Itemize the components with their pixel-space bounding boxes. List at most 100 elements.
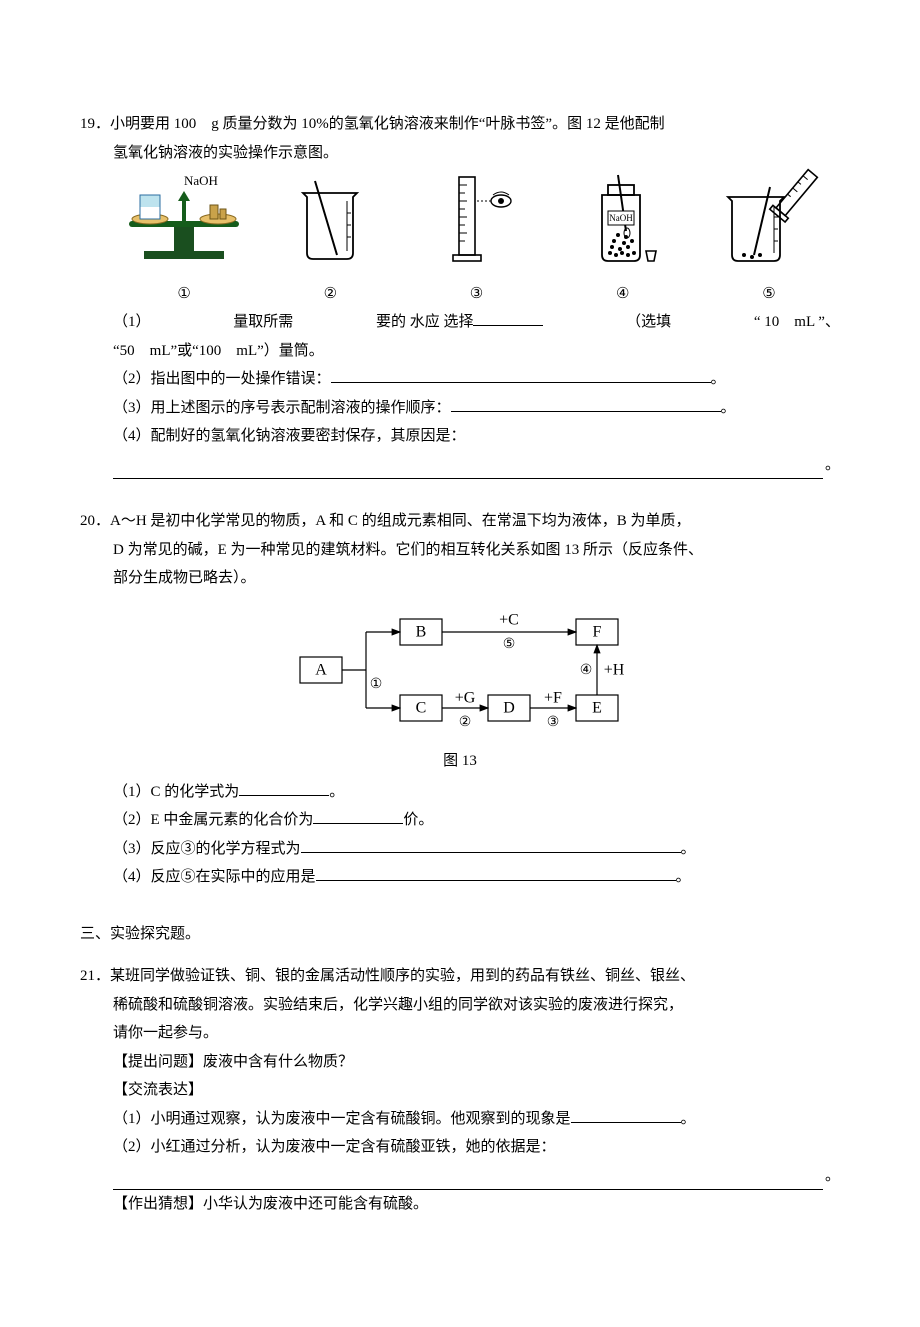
q20-stem-line2: D 为常见的碱，E 为一种常见的建筑材料。它们的相互转化关系如图 13 所示（反…	[80, 536, 840, 565]
edge-plusH: +H	[604, 661, 625, 678]
q21-p1a: （1）小明通过观察，认为废液中一定含有硫酸铜。他观察到的现象是	[113, 1111, 571, 1127]
figure-13-caption: 图 13	[80, 747, 840, 776]
edge-label-1: ①	[370, 677, 383, 692]
edge-plusG: +G	[455, 689, 476, 706]
q20-p2: （2）E 中金属元素的化合价为 价。	[80, 806, 840, 835]
q20-stem-line1: 20．A～H 是初中化学常见的物质，A 和 C 的组成元素相同、在常温下均为液体…	[80, 507, 840, 536]
edge-plusC: +C	[499, 611, 519, 628]
q19-p1-line1: （1） 量取所需 要的 水应 选择 （选填 “ 10 mL ”、	[80, 308, 840, 337]
q19-p1-blank	[473, 310, 543, 326]
q19-p3-end: 。	[721, 400, 736, 416]
edge-plusF: +F	[544, 689, 562, 706]
fig12-item-2: ②	[259, 167, 401, 308]
naoh-bottle-label: NaOH	[609, 213, 633, 223]
q19-stem-line2: 氢氧化钠溶液的实验操作示意图。	[80, 139, 840, 168]
node-D: D	[503, 699, 515, 716]
q19-p3a: （3）用上述图示的序号表示配制溶液的操作顺序：	[113, 400, 451, 416]
node-E: E	[592, 699, 602, 716]
q20-p4a: （4）反应⑤在实际中的应用是	[113, 869, 316, 885]
q21-stem-line2: 稀硫酸和硫酸铜溶液。实验结束后，化学兴趣小组的同学欲对该实验的废液进行探究，	[80, 991, 840, 1020]
q21-p1-blank	[571, 1107, 681, 1123]
q19-p1d: （选填	[626, 308, 671, 337]
q21-bracket-question: 【提出问题】废液中含有什么物质？	[80, 1048, 840, 1077]
figure-12-row: NaOH ①	[113, 167, 840, 308]
q20-p3-end: 。	[681, 841, 696, 857]
q20-p3-blank	[301, 837, 681, 853]
q21-stem-line1: 21．某班同学做验证铁、铜、银的金属活动性顺序的实验，用到的药品有铁丝、铜丝、银…	[80, 962, 840, 991]
edge-label-5: ⑤	[503, 637, 516, 652]
q21-stem-line3: 请你一起参与。	[80, 1019, 840, 1048]
node-C: C	[416, 699, 427, 716]
q20-p2-blank	[313, 808, 403, 824]
q20-p4-end: 。	[676, 869, 691, 885]
q21-p2-end: 。	[825, 1162, 840, 1191]
q20-number: 20．	[80, 513, 110, 529]
fig12-label-4: ④	[552, 280, 694, 309]
balance-icon: NaOH	[114, 167, 254, 267]
question-19: 19．小明要用 100 g 质量分数为 10%的氢氧化钠溶液来制作“叶脉书签”。…	[80, 110, 840, 479]
edge-label-4: ④	[580, 663, 593, 678]
q21-p2: （2）小红通过分析，认为废液中一定含有硫酸亚铁，她的依据是：	[80, 1133, 840, 1162]
fig12-label-1: ①	[113, 280, 255, 309]
q19-p2-blank	[331, 367, 711, 383]
fig12-item-1: NaOH ①	[113, 167, 255, 308]
q20-p4-blank	[316, 865, 676, 881]
fig12-label-5: ⑤	[698, 280, 840, 309]
fig12-label-3: ③	[405, 280, 547, 309]
q19-p2a: （2）指出图中的一处操作错误：	[113, 371, 331, 387]
q21-p2-blankline: 。	[80, 1162, 840, 1191]
q20-p2a: （2）E 中金属元素的化合价为	[113, 812, 313, 828]
q21-p2-blank	[113, 1168, 823, 1190]
node-B: B	[416, 623, 427, 640]
beaker-stir-icon	[285, 167, 375, 267]
q20-p1: （1）C 的化学式为 。	[80, 778, 840, 807]
fig12-item-3: ③	[405, 167, 547, 308]
question-21: 21．某班同学做验证铁、铜、银的金属活动性顺序的实验，用到的药品有铁丝、铜丝、银…	[80, 962, 840, 1219]
q21-p1: （1）小明通过观察，认为废液中一定含有硫酸铜。他观察到的现象是 。	[80, 1105, 840, 1134]
q20-stem-line3: 部分生成物已略去）。	[80, 564, 840, 593]
reagent-bottle-icon: NaOH	[578, 167, 668, 267]
q19-p1-line2: “50 mL”或“100 mL”）量筒。	[80, 337, 840, 366]
q19-p4: （4）配制好的氢氧化钠溶液要密封保存，其原因是：	[80, 422, 840, 451]
q20-p1a: （1）C 的化学式为	[113, 784, 239, 800]
q19-p1a: （1）	[113, 308, 151, 337]
q19-p3: （3）用上述图示的序号表示配制溶液的操作顺序： 。	[80, 394, 840, 423]
q19-p1c: 要的 水应 选择	[376, 314, 474, 330]
q19-number: 19．	[80, 116, 110, 132]
section-3-title: 三、实验探究题。	[80, 920, 840, 949]
q20-p1-blank	[239, 780, 329, 796]
q19-p2: （2）指出图中的一处操作错误： 。	[80, 365, 840, 394]
q21-p2a: （2）小红通过分析，认为废液中一定含有硫酸亚铁，她的依据是：	[113, 1139, 556, 1155]
q21-number: 21．	[80, 968, 110, 984]
naoh-label: NaOH	[184, 173, 218, 188]
node-F: F	[593, 623, 602, 640]
q20-p4: （4）反应⑤在实际中的应用是 。	[80, 863, 840, 892]
cylinder-read-icon	[437, 167, 517, 267]
q21-bracket-exchange: 【交流表达】	[80, 1076, 840, 1105]
q20-p3: （3）反应③的化学方程式为 。	[80, 835, 840, 864]
q19-p2-end: 。	[711, 371, 726, 387]
q20-p2b: 价。	[403, 812, 433, 828]
q19-p4-blank	[113, 457, 823, 479]
q20-p1-end: 。	[329, 784, 344, 800]
q19-p4-end: 。	[825, 451, 840, 480]
q21-stem1: 某班同学做验证铁、铜、银的金属活动性顺序的实验，用到的药品有铁丝、铜丝、银丝、	[110, 968, 695, 984]
q21-p1-end: 。	[681, 1111, 696, 1127]
pour-beaker-icon	[714, 167, 824, 267]
edge-label-3: ③	[547, 715, 560, 730]
q19-p1e: “ 10 mL ”、	[754, 308, 840, 337]
q19-stem1: 小明要用 100 g 质量分数为 10%的氢氧化钠溶液来制作“叶脉书签”。图 1…	[110, 116, 665, 132]
figure-13: A B C D E F ① +C ⑤	[80, 599, 840, 776]
q21-bracket-guess: 【作出猜想】小华认为废液中还可能含有硫酸。	[80, 1190, 840, 1219]
node-A: A	[315, 661, 327, 678]
q19-p4a: （4）配制好的氢氧化钠溶液要密封保存，其原因是：	[113, 428, 466, 444]
q20-stem1: A～H 是初中化学常见的物质，A 和 C 的组成元素相同、在常温下均为液体，B …	[110, 513, 690, 529]
q20-p3a: （3）反应③的化学方程式为	[113, 841, 301, 857]
q19-stem-line1: 19．小明要用 100 g 质量分数为 10%的氢氧化钠溶液来制作“叶脉书签”。…	[80, 110, 840, 139]
question-20: 20．A～H 是初中化学常见的物质，A 和 C 的组成元素相同、在常温下均为液体…	[80, 507, 840, 892]
page: 19．小明要用 100 g 质量分数为 10%的氢氧化钠溶液来制作“叶脉书签”。…	[0, 0, 920, 1327]
q19-p3-blank	[451, 396, 721, 412]
flowchart-icon: A B C D E F ① +C ⑤	[280, 599, 640, 739]
q19-p4-blankline: 。	[80, 451, 840, 480]
fig12-item-4: NaOH ④	[552, 167, 694, 308]
